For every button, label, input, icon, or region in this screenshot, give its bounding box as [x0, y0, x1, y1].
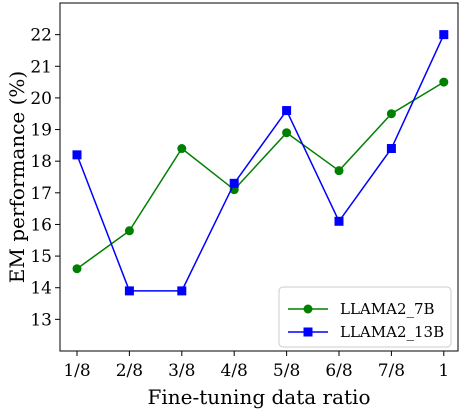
data-point-circle: [72, 264, 82, 274]
series-line: [76, 81, 445, 270]
x-tick-label: 1/8: [63, 361, 90, 381]
x-tick-label: 3/8: [168, 361, 195, 381]
legend-entry: LLAMA2_7B: [288, 300, 435, 318]
series-1: [72, 77, 449, 274]
data-point-circle: [124, 226, 134, 236]
data-point-circle: [439, 77, 449, 87]
y-tick-label: 22: [30, 26, 52, 46]
data-point-square: [229, 178, 239, 188]
data-point-circle: [177, 144, 187, 154]
legend-entry: LLAMA2_13B: [288, 323, 444, 341]
x-axis-ticks: 1/8 2/8 3/8 4/8 5/8 6/8 7/8 1: [63, 351, 449, 381]
legend: LLAMA2_7B LLAMA2_13B: [278, 286, 452, 348]
x-axis-title: Fine-tuning data ratio: [148, 385, 371, 409]
data-point-square: [439, 30, 449, 40]
series-2: [72, 30, 449, 296]
y-tick-label: 14: [30, 279, 52, 299]
data-point-circle: [334, 166, 344, 176]
legend-marker-circle: [303, 304, 313, 314]
y-tick-label: 13: [30, 310, 52, 330]
plot-frame: [59, 2, 459, 352]
x-tick-label: 5/8: [273, 361, 300, 381]
data-point-square: [177, 286, 187, 296]
y-axis-title: EM performance (%): [5, 71, 29, 283]
series-line: [76, 34, 445, 292]
y-tick-label: 17: [30, 184, 52, 204]
data-point-circle: [386, 109, 396, 119]
legend-label: LLAMA2_7B: [340, 300, 435, 318]
x-tick-label: 2/8: [116, 361, 143, 381]
y-tick-label: 20: [30, 89, 52, 109]
data-point-square: [72, 150, 82, 160]
x-tick-label: 7/8: [378, 361, 405, 381]
series-layer: [72, 30, 449, 296]
y-tick-label: 16: [30, 215, 52, 235]
y-tick-label: 21: [30, 57, 52, 77]
data-point-square: [386, 144, 396, 154]
x-tick-label: 6/8: [325, 361, 352, 381]
x-tick-label: 1: [438, 361, 449, 381]
x-tick-label: 4/8: [221, 361, 248, 381]
data-point-square: [334, 216, 344, 226]
data-point-circle: [282, 128, 292, 138]
y-axis-ticks: 13 14 15 16 17 18 19 20 21 22: [30, 26, 60, 330]
y-tick-label: 19: [30, 121, 52, 141]
legend-marker-square: [303, 327, 313, 337]
legend-label: LLAMA2_13B: [340, 323, 444, 341]
data-point-square: [282, 106, 292, 116]
y-tick-label: 15: [30, 247, 52, 267]
data-point-square: [124, 286, 134, 296]
y-tick-label: 18: [30, 152, 52, 172]
